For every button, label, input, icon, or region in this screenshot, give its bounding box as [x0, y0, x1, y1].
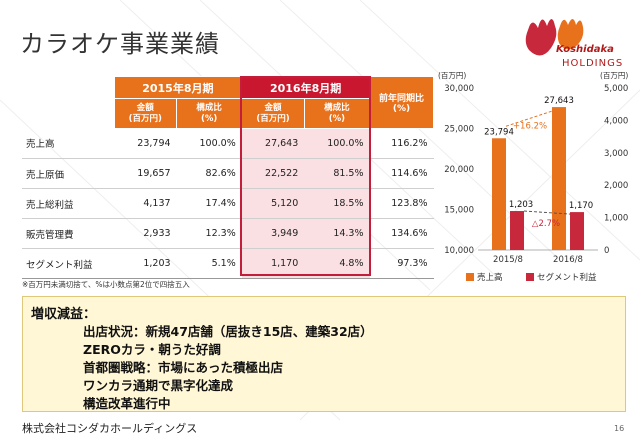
results-table: 2015年8月期 2016年8月期 前年同期比 (%) 金額 (百万円) 構成比…: [22, 76, 434, 279]
page-title: カラオケ事業業績: [20, 30, 220, 58]
table-row: セグメント利益 1,203 5.1% 1,170 4.8% 97.3%: [22, 248, 434, 279]
table-row: 売上高 23,794 100.0% 27,643 100.0% 116.2%: [22, 128, 434, 159]
bar-sales: [492, 138, 506, 250]
ratio-2016: 18.5%: [304, 188, 370, 219]
legend-swatch-profit: [526, 273, 534, 281]
summary-title: 増収減益：: [31, 307, 97, 322]
sales-growth-arrow: [505, 110, 553, 127]
summary-line: ワンカラ通期で黒字化達成: [83, 378, 234, 393]
amount-2015: 23,794: [114, 128, 177, 159]
sales-data-label: 27,643: [544, 96, 574, 106]
left-tick-label: 15,000: [444, 206, 474, 216]
profit-change-arrow: [523, 210, 571, 215]
bar-profit: [510, 211, 524, 250]
amount-2016: 1,170: [241, 248, 305, 279]
legend-label-profit: セグメント利益: [537, 272, 597, 283]
logo-sub: HOLDINGS: [562, 58, 624, 69]
ratio-2016: 4.8%: [304, 248, 370, 279]
yoy-value: 116.2%: [369, 128, 434, 159]
summary-line: 構造改革進行中: [83, 396, 171, 411]
page-number: 16: [614, 424, 625, 433]
table-row: 売上原価 19,657 82.6% 22,522 81.5% 114.6%: [22, 158, 434, 189]
yoy-value: 134.6%: [369, 218, 434, 249]
ratio-2015: 12.3%: [176, 218, 242, 249]
left-tick-label: 30,000: [444, 84, 474, 94]
amount-2016: 5,120: [241, 188, 305, 219]
right-tick-label: 0: [604, 246, 609, 256]
row-label: 売上原価: [22, 158, 114, 189]
period-2016-header: 2016年8月期: [241, 76, 370, 99]
summary-line: ZEROカラ・朝うた好調: [83, 342, 221, 357]
x-tick-label: 2015/8: [493, 255, 523, 265]
table-note: ※百万円未満切捨て、%は小数点第2位で四捨五入: [22, 280, 190, 289]
koshidaka-logo: [525, 19, 584, 56]
yoy-header: 前年同期比 (%): [369, 76, 434, 129]
logo-name: Koshidaka: [556, 44, 614, 55]
left-axis-unit: (百万円): [438, 71, 466, 80]
amount-2015: 2,933: [114, 218, 177, 249]
x-tick-label: 2016/8: [553, 255, 583, 265]
table-row: 売上総利益 4,137 17.4% 5,120 18.5% 123.8%: [22, 188, 434, 219]
row-label: セグメント利益: [22, 248, 114, 279]
yoy-value: 97.3%: [369, 248, 434, 279]
ratio-2016-header: 構成比 (%): [303, 98, 371, 129]
profit-data-label: 1,170: [569, 201, 593, 211]
amount-2015: 4,137: [114, 188, 177, 219]
row-label: 売上高: [22, 128, 114, 159]
right-tick-label: 5,000: [604, 84, 628, 94]
left-tick-label: 20,000: [444, 165, 474, 175]
row-label: 売上総利益: [22, 188, 114, 219]
legend-label-sales: 売上高: [477, 272, 503, 283]
right-tick-label: 3,000: [604, 149, 628, 159]
period-2015-header: 2015年8月期: [113, 76, 243, 99]
amount-2015-header: 金額 (百万円): [113, 98, 178, 129]
ratio-2015: 5.1%: [176, 248, 242, 279]
amount-2016-header: 金額 (百万円): [241, 98, 305, 129]
table-row: 販売管理費 2,933 12.3% 3,949 14.3% 134.6%: [22, 218, 434, 249]
right-axis-unit: (百万円): [600, 71, 628, 80]
summary-line: 首都圏戦略：市場にあった積極出店: [83, 360, 284, 375]
company-name: 株式会社コシダカホールディングス: [22, 422, 198, 435]
bar-sales: [552, 107, 566, 250]
amount-2016: 3,949: [241, 218, 305, 249]
ratio-2015: 82.6%: [176, 158, 242, 189]
right-tick-label: 1,000: [604, 214, 628, 224]
summary-box: 増収減益： 出店状況：新規47店舗（居抜き15店、建築32店） ZEROカラ・朝…: [22, 296, 626, 412]
right-tick-label: 2,000: [604, 181, 628, 191]
right-tick-label: 4,000: [604, 116, 628, 126]
bar-profit: [570, 212, 584, 250]
summary-line: 出店状況：新規47店舗（居抜き15店、建築32店）: [83, 324, 373, 339]
amount-2015: 1,203: [114, 248, 177, 279]
profit-data-label: 1,203: [509, 200, 533, 210]
profit-change-label: △2.7%: [532, 219, 560, 229]
ratio-2015-header: 構成比 (%): [176, 98, 243, 129]
amount-2015: 19,657: [114, 158, 177, 189]
ratio-2015: 100.0%: [176, 128, 242, 159]
yoy-value: 123.8%: [369, 188, 434, 219]
legend-swatch-sales: [466, 273, 474, 281]
ratio-2015: 17.4%: [176, 188, 242, 219]
yoy-value: 114.6%: [369, 158, 434, 189]
ratio-2016: 100.0%: [304, 128, 370, 159]
sales-profit-chart: (百万円) (百万円) 10,000 15,000 20,000 25,000 30,000…: [438, 71, 628, 283]
sales-growth-label: +16.2%: [513, 122, 547, 132]
ratio-2016: 81.5%: [304, 158, 370, 189]
amount-2016: 22,522: [241, 158, 305, 189]
left-tick-label: 25,000: [444, 125, 474, 135]
sales-data-label: 23,794: [484, 127, 514, 137]
ratio-2016: 14.3%: [304, 218, 370, 249]
amount-2016: 27,643: [241, 128, 305, 159]
left-tick-label: 10,000: [444, 246, 474, 256]
row-label: 販売管理費: [22, 218, 114, 249]
